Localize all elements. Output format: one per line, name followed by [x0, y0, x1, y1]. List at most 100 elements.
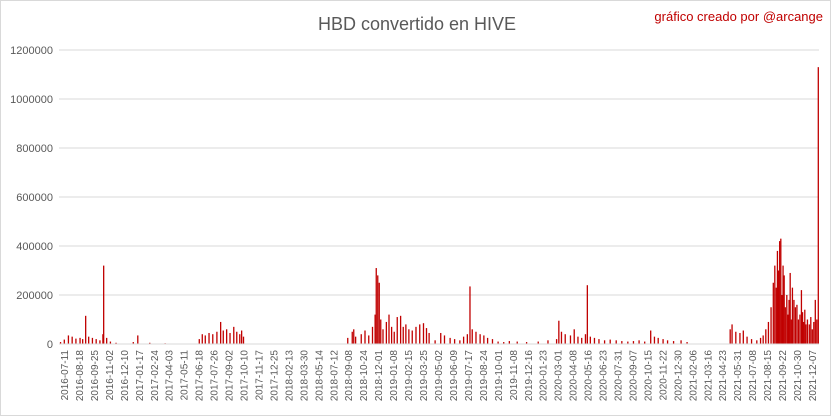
bar: [466, 334, 469, 344]
bar: [777, 270, 780, 344]
bar: [672, 341, 675, 344]
bar: [405, 324, 407, 344]
bar: [558, 320, 560, 344]
gridlines: [59, 49, 819, 296]
bar: [132, 342, 134, 344]
bar: [360, 334, 362, 344]
bar: [380, 319, 382, 344]
bar: [390, 326, 393, 344]
bar: [137, 335, 139, 344]
x-tick-label: 2020-11-22: [658, 350, 669, 401]
bar: [569, 335, 572, 344]
bar: [632, 341, 635, 344]
x-tick-label: 2019-01-08: [389, 350, 400, 402]
y-tick-label: 800000: [16, 143, 53, 155]
x-tick-label: 2020-07-31: [614, 350, 625, 402]
x-tick-label: 2021-04-23: [718, 350, 729, 402]
bar: [547, 340, 549, 344]
bar: [560, 331, 563, 344]
bar: [475, 331, 477, 344]
bar: [508, 341, 510, 344]
bar: [793, 299, 795, 344]
bar: [415, 326, 417, 344]
bar: [385, 321, 388, 344]
x-tick-label: 2021-05-31: [733, 350, 744, 402]
bar: [479, 334, 481, 344]
y-tick-label: 1200000: [10, 45, 53, 57]
bar: [91, 337, 94, 345]
bar: [750, 339, 753, 344]
bar: [233, 326, 235, 344]
bar: [788, 299, 790, 344]
bar: [581, 337, 583, 345]
x-tick-label: 2018-10-24: [359, 350, 370, 402]
bar: [353, 329, 355, 344]
bar: [564, 334, 566, 344]
bar: [537, 341, 539, 344]
bar: [615, 340, 617, 344]
x-tick-label: 2017-02-24: [150, 350, 161, 402]
bar: [577, 336, 579, 344]
bar: [779, 241, 781, 344]
bar: [212, 334, 214, 344]
y-tick-label: 200000: [16, 290, 53, 302]
bar: [593, 337, 596, 345]
bar: [774, 265, 776, 344]
bar: [598, 339, 600, 344]
bar: [449, 337, 451, 345]
bar: [806, 319, 809, 344]
bar: [775, 287, 777, 344]
bar: [762, 335, 764, 344]
bar: [746, 336, 748, 344]
bar: [817, 67, 819, 345]
bar: [347, 337, 349, 345]
bar: [220, 321, 222, 344]
bar: [811, 329, 813, 344]
bar: [440, 332, 442, 344]
bar: [680, 340, 682, 344]
bar: [240, 330, 243, 344]
bar: [419, 324, 421, 344]
bar: [393, 331, 395, 344]
bar: [786, 295, 788, 344]
bar: [735, 331, 737, 344]
bar: [242, 336, 245, 344]
bar: [516, 341, 518, 344]
x-tick-label: 2016-11-02: [105, 350, 116, 401]
bar: [462, 336, 465, 344]
bar: [804, 309, 806, 344]
bar: [428, 332, 430, 344]
bar: [780, 238, 782, 344]
bar: [443, 335, 446, 344]
bar: [459, 340, 461, 344]
x-tick-label: 2019-11-08: [509, 350, 520, 401]
bar: [149, 342, 151, 344]
bar: [790, 319, 792, 344]
bar: [805, 324, 807, 344]
y-tick-label: 0: [47, 339, 53, 351]
bar: [621, 341, 623, 344]
bar: [411, 330, 413, 344]
x-tick-label: 2019-02-15: [404, 350, 415, 402]
bar: [589, 336, 591, 344]
x-tick-label: 2018-12-01: [374, 350, 385, 402]
x-tick-label: 2020-09-07: [629, 350, 640, 402]
x-tick-label: 2017-09-02: [225, 350, 236, 402]
bar: [772, 282, 774, 344]
bar: [644, 341, 646, 344]
bar: [765, 329, 767, 344]
bar: [784, 307, 786, 344]
bar: [787, 314, 789, 344]
bar: [483, 335, 485, 344]
x-tick-label: 2019-03-25: [419, 350, 430, 402]
bar: [799, 314, 801, 344]
bar: [469, 286, 471, 344]
bar: [99, 340, 101, 344]
y-tick-label: 1000000: [10, 94, 53, 106]
bar: [82, 339, 84, 344]
bar: [115, 342, 117, 344]
x-tick-label: 2016-09-25: [90, 350, 101, 402]
x-tick-label: 2021-08-15: [763, 350, 774, 402]
bar: [503, 342, 505, 344]
bar: [756, 340, 758, 344]
